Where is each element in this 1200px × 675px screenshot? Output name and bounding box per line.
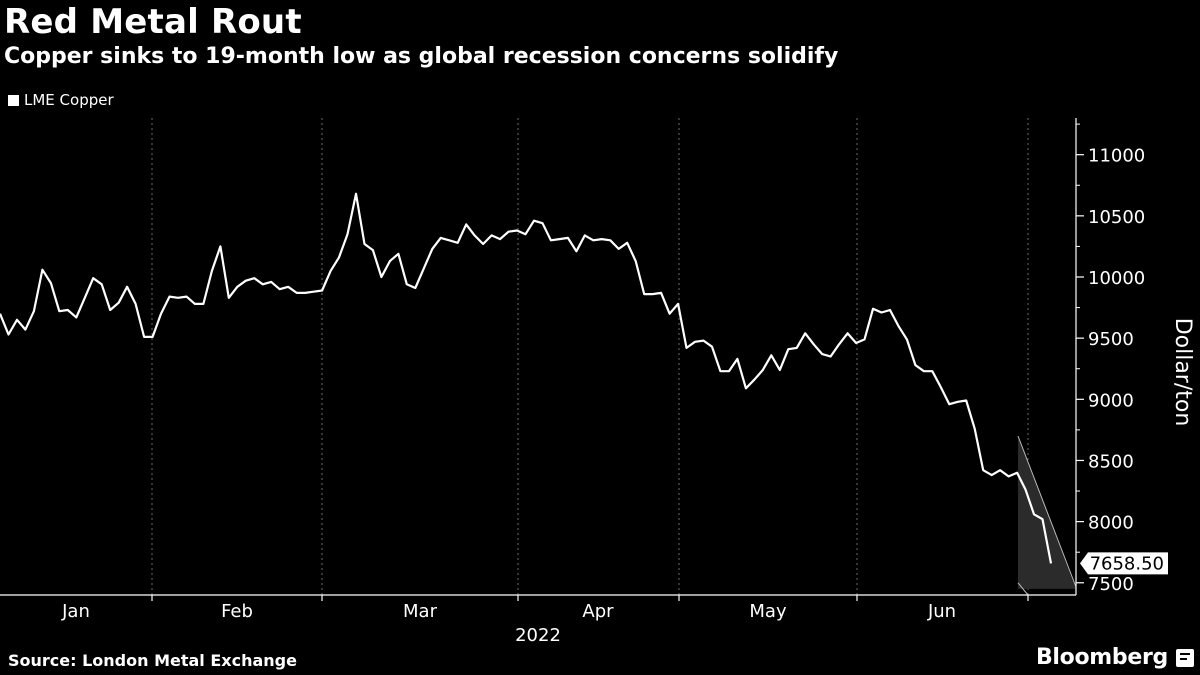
source-note: Source: London Metal Exchange — [8, 651, 297, 670]
series-layer — [0, 192, 1053, 564]
chart-title: Red Metal Rout — [4, 2, 302, 42]
y-tick-label-10500: 10500 — [1088, 207, 1145, 228]
recent-drop-highlight — [1017, 435, 1077, 596]
last-value-callout: 7658.50 — [1080, 552, 1168, 575]
x-tick-label-jun: Jun — [927, 601, 956, 622]
last-value-box — [1080, 552, 1168, 575]
y-tick-label-11000: 11000 — [1088, 146, 1145, 167]
last-value-label: 7658.50 — [1090, 553, 1164, 574]
y-axis-title: Dollar/ton — [1170, 318, 1195, 427]
x-tick-label-may: May — [749, 601, 787, 622]
y-tick-label-10000: 10000 — [1088, 268, 1145, 289]
grid-layer — [151, 118, 1029, 595]
chart-subtitle: Copper sinks to 19-month low as global r… — [4, 44, 839, 69]
y-tick-label-7500: 7500 — [1088, 574, 1134, 595]
x-tick-label-jan: Jan — [61, 601, 90, 622]
y-tick-label-9000: 9000 — [1088, 390, 1134, 411]
highlight-edge-top — [1017, 435, 1077, 588]
y-tick-label-8500: 8500 — [1088, 451, 1134, 472]
x-tick-label-mar: Mar — [403, 601, 438, 622]
bloomberg-logo: Bloomberg — [1035, 645, 1168, 670]
x-tick-label-feb: Feb — [221, 601, 253, 622]
x-tick-label-apr: Apr — [582, 601, 614, 622]
highlight-edge-bottom — [1017, 582, 1029, 596]
legend: LME Copper — [8, 91, 114, 109]
x-year-label: 2022 — [515, 625, 561, 646]
y-tick-label-9500: 9500 — [1088, 329, 1134, 350]
bloomberg-terminal-icon — [1176, 649, 1194, 667]
series-line-lme-copper — [0, 192, 1053, 564]
legend-swatch — [8, 94, 19, 106]
y-tick-label-8000: 8000 — [1088, 513, 1134, 534]
legend-label: LME Copper — [24, 91, 114, 109]
axis-layer: 7500 8000 8500 9000 9500 10000 10500 11000 Jan Fe… — [0, 118, 1195, 646]
